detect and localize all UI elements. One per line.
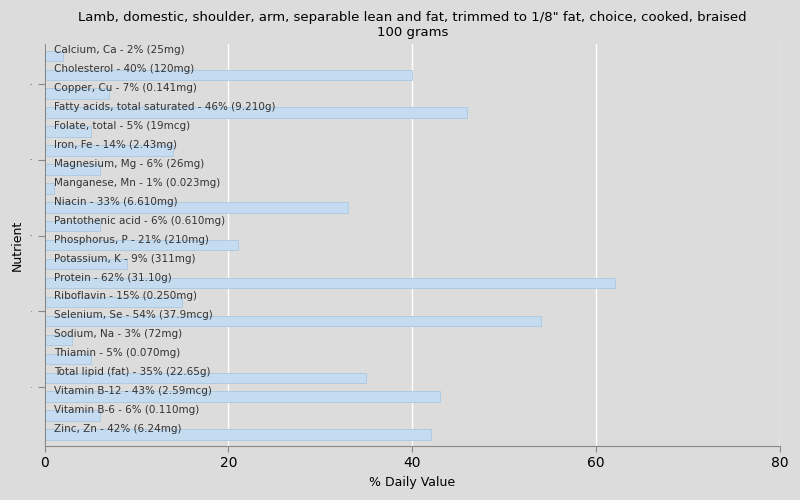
Text: Calcium, Ca - 2% (25mg): Calcium, Ca - 2% (25mg) [54, 46, 185, 56]
Title: Lamb, domestic, shoulder, arm, separable lean and fat, trimmed to 1/8" fat, choi: Lamb, domestic, shoulder, arm, separable… [78, 11, 746, 39]
Bar [45, 240, 238, 250]
Text: Potassium, K - 9% (311mg): Potassium, K - 9% (311mg) [54, 254, 195, 264]
Text: Vitamin B-12 - 43% (2.59mcg): Vitamin B-12 - 43% (2.59mcg) [54, 386, 212, 396]
Bar [45, 354, 90, 364]
Bar [45, 259, 127, 270]
Text: Cholesterol - 40% (120mg): Cholesterol - 40% (120mg) [54, 64, 194, 74]
Text: Iron, Fe - 14% (2.43mg): Iron, Fe - 14% (2.43mg) [54, 140, 177, 150]
Text: Protein - 62% (31.10g): Protein - 62% (31.10g) [54, 272, 171, 282]
Text: Thiamin - 5% (0.070mg): Thiamin - 5% (0.070mg) [54, 348, 180, 358]
Bar [45, 88, 109, 99]
Bar [45, 297, 182, 307]
Bar [45, 372, 366, 383]
Bar [45, 430, 430, 440]
Bar [45, 108, 467, 118]
Text: Copper, Cu - 7% (0.141mg): Copper, Cu - 7% (0.141mg) [54, 83, 197, 93]
Text: Total lipid (fat) - 35% (22.65g): Total lipid (fat) - 35% (22.65g) [54, 367, 210, 377]
Bar [45, 278, 614, 288]
Bar [45, 126, 90, 137]
Bar [45, 183, 54, 194]
Text: Fatty acids, total saturated - 46% (9.210g): Fatty acids, total saturated - 46% (9.21… [54, 102, 275, 112]
Bar [45, 316, 541, 326]
Text: Selenium, Se - 54% (37.9mcg): Selenium, Se - 54% (37.9mcg) [54, 310, 213, 320]
Text: Riboflavin - 15% (0.250mg): Riboflavin - 15% (0.250mg) [54, 292, 197, 302]
Bar [45, 50, 63, 61]
Text: Folate, total - 5% (19mcg): Folate, total - 5% (19mcg) [54, 121, 190, 131]
Y-axis label: Nutrient: Nutrient [11, 220, 24, 271]
Text: Zinc, Zn - 42% (6.24mg): Zinc, Zn - 42% (6.24mg) [54, 424, 182, 434]
X-axis label: % Daily Value: % Daily Value [370, 476, 455, 489]
Bar [45, 410, 100, 421]
Text: Magnesium, Mg - 6% (26mg): Magnesium, Mg - 6% (26mg) [54, 159, 204, 169]
Bar [45, 146, 174, 156]
Bar [45, 202, 348, 212]
Bar [45, 221, 100, 232]
Bar [45, 70, 412, 80]
Bar [45, 164, 100, 174]
Text: Manganese, Mn - 1% (0.023mg): Manganese, Mn - 1% (0.023mg) [54, 178, 220, 188]
Text: Phosphorus, P - 21% (210mg): Phosphorus, P - 21% (210mg) [54, 234, 209, 244]
Text: Niacin - 33% (6.610mg): Niacin - 33% (6.610mg) [54, 197, 178, 207]
Text: Pantothenic acid - 6% (0.610mg): Pantothenic acid - 6% (0.610mg) [54, 216, 225, 226]
Text: Sodium, Na - 3% (72mg): Sodium, Na - 3% (72mg) [54, 330, 182, 340]
Text: Vitamin B-6 - 6% (0.110mg): Vitamin B-6 - 6% (0.110mg) [54, 405, 199, 415]
Bar [45, 392, 440, 402]
Bar [45, 334, 72, 345]
